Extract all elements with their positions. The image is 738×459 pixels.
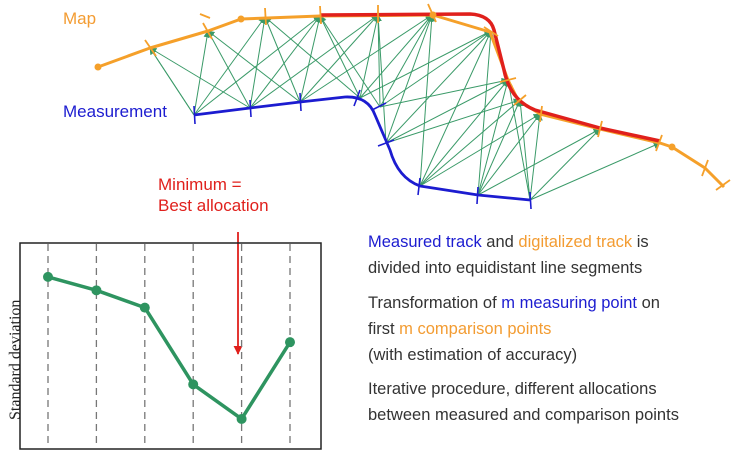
allocation-line — [374, 14, 387, 144]
allocation-line — [299, 14, 433, 103]
allocation-line — [359, 14, 433, 99]
allocation-line — [249, 15, 321, 109]
allocation-line — [517, 99, 531, 201]
allocation-line — [379, 30, 492, 108]
chart-point — [91, 285, 102, 296]
allocation-line — [477, 128, 601, 196]
note2-first: first — [368, 320, 400, 338]
allocation-line — [207, 30, 301, 103]
note1-is: is — [632, 233, 649, 251]
map-ticks — [144, 3, 731, 191]
map-track — [97, 13, 726, 189]
allocation-line — [319, 15, 381, 108]
chart-point — [188, 379, 199, 390]
note-segments: Measured track and digitalized track is … — [368, 229, 738, 281]
allocation-line — [264, 16, 361, 99]
note2-measuring-point: m measuring point — [501, 294, 638, 312]
allocation-line — [374, 14, 382, 108]
allocation-line — [385, 79, 509, 144]
minimum-label-line2: Best allocation — [158, 196, 269, 215]
measurement-label: Measurement — [63, 102, 167, 121]
map-label: Map — [63, 9, 97, 28]
chart-point — [285, 337, 295, 348]
allocation-line — [149, 47, 195, 116]
measured-track — [193, 95, 531, 202]
allocation-line — [419, 14, 436, 187]
note3-line2: between measured and comparison points — [368, 406, 679, 424]
chart-frame — [19, 242, 322, 450]
note3-line1: Iterative procedure, different allocatio… — [368, 380, 657, 398]
allocation-line — [529, 142, 661, 201]
allocation-line — [193, 30, 211, 116]
allocation-line — [385, 98, 521, 144]
allocation-line — [477, 113, 541, 196]
allocation-line — [249, 16, 268, 109]
allocation-line — [419, 30, 492, 187]
allocation-line — [477, 99, 521, 196]
chart-point-minimum — [236, 413, 247, 424]
note2-accuracy: (with estimation of accuracy) — [368, 346, 578, 364]
allocation-line — [505, 79, 531, 201]
note1-and: and — [481, 233, 519, 251]
allocation-line — [477, 79, 510, 196]
allocation-line — [379, 14, 433, 108]
note1-measured-track: Measured track — [368, 233, 482, 251]
minimum-label-line1: Minimum = — [158, 175, 242, 194]
note-iterative: Iterative procedure, different allocatio… — [368, 376, 738, 428]
allocation-line — [207, 30, 251, 109]
chart-point — [43, 271, 53, 282]
chart-y-axis-label: Standard deviation — [7, 299, 24, 420]
allocation-line — [264, 16, 301, 103]
allocation-line — [299, 14, 379, 103]
note1-digitalized-track: digitalized track — [518, 233, 633, 251]
note2-comparison-points: m comparison points — [399, 320, 552, 338]
allocation-line — [385, 14, 434, 144]
chart-point — [139, 302, 150, 313]
allocation-line — [529, 128, 601, 201]
allocation-line — [359, 30, 492, 99]
allocation-line — [419, 113, 541, 187]
note2-on: on — [637, 294, 660, 312]
allocation-line — [249, 14, 379, 109]
allocation-lines — [149, 14, 661, 201]
chart-points — [43, 271, 295, 424]
allocation-line — [419, 99, 521, 187]
allocation-line — [359, 14, 381, 99]
allocation-line — [193, 16, 266, 116]
allocation-line — [385, 30, 492, 144]
allocation-line — [477, 30, 494, 196]
minimum-label: Minimum = Best allocation — [158, 174, 269, 216]
allocation-line — [149, 47, 251, 109]
note1-line2: divided into equidistant line segments — [368, 259, 643, 277]
note-transformation: Transformation of m measuring point on f… — [368, 290, 738, 368]
note2-a: Transformation of — [368, 294, 502, 312]
allocation-line — [319, 15, 361, 99]
allocation-line — [419, 79, 509, 187]
measured-ticks — [193, 89, 532, 210]
allocation-line — [529, 113, 543, 201]
chart-series-line — [47, 275, 292, 421]
allocation-line — [299, 15, 322, 103]
best-allocation-segment — [319, 12, 661, 143]
